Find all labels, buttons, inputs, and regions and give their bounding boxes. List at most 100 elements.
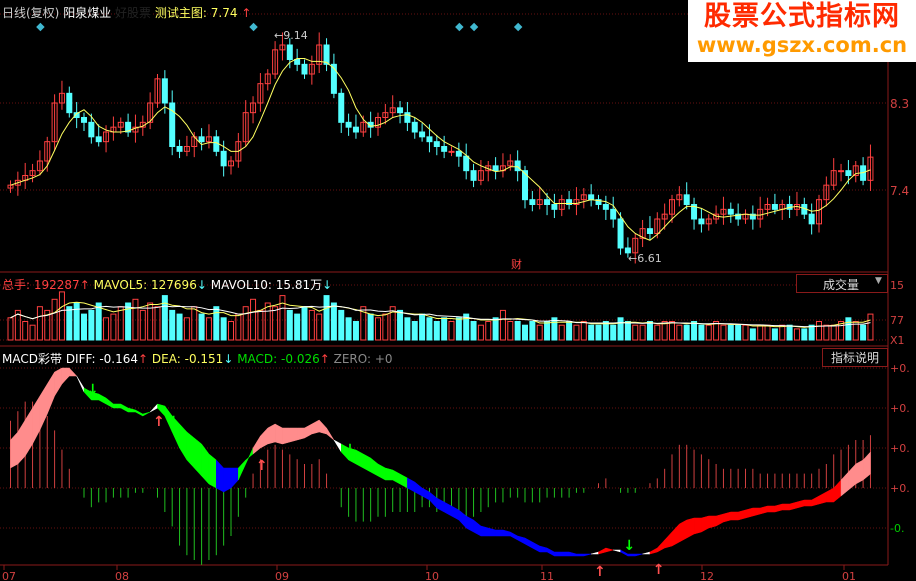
volume-bar — [272, 306, 279, 341]
mavol5-line — [10, 301, 871, 328]
volume-bar — [595, 324, 602, 341]
up-arrow-icon: ↑ — [138, 352, 149, 366]
zero-value: +0 — [374, 352, 393, 366]
candle-down — [169, 102, 176, 147]
macd-band-segment — [605, 547, 615, 553]
macd-band-segment — [252, 435, 261, 455]
volume-bar — [279, 295, 286, 341]
macd-band-segment — [363, 453, 371, 473]
volume-bar — [477, 324, 484, 341]
macd-band-segment — [127, 407, 136, 413]
macd-band-segment — [598, 547, 607, 555]
macd-band-segment — [429, 491, 438, 509]
candle-down — [492, 165, 499, 172]
macd-band-segment — [230, 467, 239, 489]
volume-bar — [110, 313, 117, 341]
sell-arrow-icon: ↓ — [168, 414, 180, 430]
up-arrow-icon: ↑ — [79, 278, 90, 292]
diamond-marker-icon — [455, 22, 464, 32]
candle-down — [404, 112, 411, 123]
volume-bar — [345, 317, 352, 341]
volume-bar — [161, 295, 168, 341]
volume-bar — [492, 317, 499, 341]
buy-arrow-icon: ↑ — [594, 564, 606, 580]
volume-bar — [588, 324, 595, 341]
candle-up — [147, 102, 154, 123]
diamond-marker-icon — [249, 22, 258, 32]
x-tick-label: 10 — [425, 570, 439, 581]
candle-up — [507, 160, 514, 167]
macd-band-segment — [568, 551, 577, 557]
macd-band-segment — [524, 537, 533, 549]
candle-down — [345, 121, 352, 128]
candle-down — [566, 199, 573, 206]
volume-bar — [44, 309, 51, 341]
volume-bar — [301, 306, 308, 341]
macd-band-segment — [216, 459, 224, 493]
sell-arrow-icon: ↓ — [87, 382, 99, 398]
macd-band-segment — [745, 507, 754, 519]
period-label[interactable]: 日线(复权) — [2, 6, 60, 20]
watermark-logo: 股票公式指标网 www.gszx.com.cn — [688, 0, 916, 62]
candle-down — [338, 92, 345, 123]
sell-arrow-icon: ↓ — [344, 442, 356, 458]
macd-band-segment — [796, 499, 805, 509]
macd-band-segment — [657, 539, 665, 553]
macd-band-segment — [583, 553, 592, 557]
macd-band-segment — [296, 427, 305, 441]
volume-bar — [470, 321, 477, 341]
volume-bar — [720, 324, 727, 341]
macd-band-segment — [789, 501, 798, 511]
volume-indicator-select[interactable]: 成交量 ▼ — [796, 274, 888, 293]
volume-bar — [676, 324, 683, 341]
volume-axis-label: 15 — [890, 279, 904, 292]
candle-up — [816, 199, 822, 225]
volume-bar — [139, 309, 146, 341]
indicator-help-button[interactable]: 指标说明 — [822, 348, 888, 367]
macd-band-segment — [576, 553, 585, 557]
macd-band-segment — [532, 541, 540, 553]
volume-bar — [823, 324, 830, 341]
macd-band-segment — [385, 467, 393, 481]
volume-bar — [294, 313, 301, 341]
candle-down — [683, 194, 690, 205]
candle-up — [257, 83, 264, 104]
macd-band-segment — [642, 551, 651, 555]
volume-bar — [125, 302, 132, 341]
dea-label: DEA: — [151, 352, 181, 366]
candle-up — [448, 150, 455, 153]
macd-band-segment — [289, 427, 298, 443]
volume-bar — [169, 309, 176, 341]
candle-down — [323, 44, 330, 65]
volume-bar — [235, 313, 242, 341]
macd-band-segment — [701, 515, 709, 533]
macd-band-segment — [840, 471, 849, 497]
zero-label: ZERO: — [333, 352, 372, 366]
volume-bar — [771, 328, 778, 341]
candle-up — [580, 194, 587, 201]
volume-bar — [66, 306, 73, 341]
volume-bar — [536, 324, 543, 341]
candle-up — [29, 170, 36, 177]
low-price-label: ←6.61 — [628, 252, 662, 265]
candle-down — [455, 150, 462, 157]
dropdown-arrow-icon: ▼ — [875, 276, 882, 286]
volume-bar — [639, 324, 646, 341]
macd-value: -0.026 — [281, 352, 320, 366]
macd-band-segment — [539, 545, 548, 553]
macd-band-segment — [245, 447, 254, 465]
candle-down — [426, 136, 433, 143]
volume-bar — [183, 317, 190, 341]
volume-bar — [426, 317, 433, 341]
candle-down — [727, 208, 734, 215]
macd-band-segment — [774, 503, 783, 513]
macd-band-segment — [436, 497, 445, 513]
candle-down — [441, 146, 448, 152]
candle-up — [183, 146, 190, 152]
volume-bar — [367, 313, 374, 341]
indicator-help-label: 指标说明 — [830, 351, 879, 365]
candle-up — [669, 199, 675, 215]
volume-bar — [764, 324, 771, 341]
macd-band-segment — [186, 431, 195, 469]
diamond-marker-icon — [36, 22, 45, 32]
